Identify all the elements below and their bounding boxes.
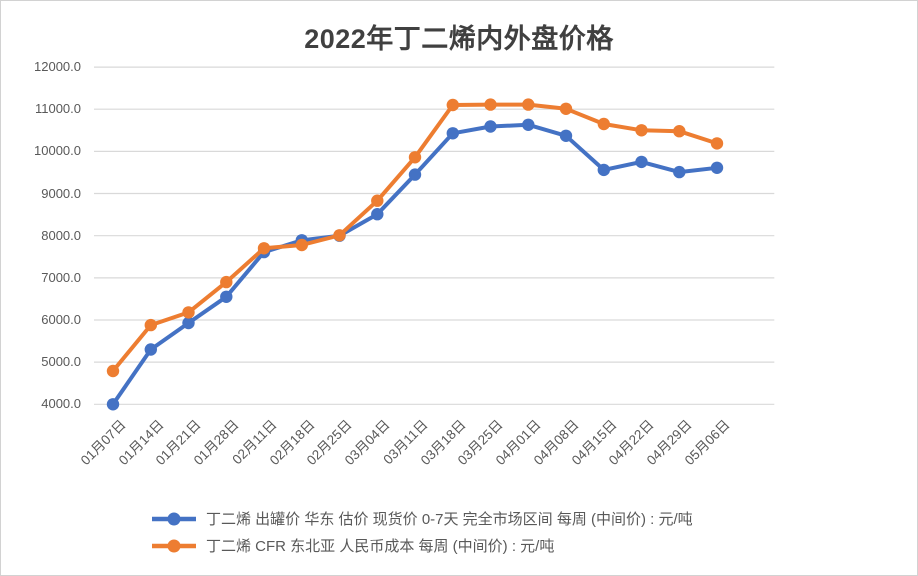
data-point-marker [559,102,573,116]
data-point-marker [673,165,686,179]
data-point-marker [106,364,120,378]
data-point-marker [371,208,384,221]
data-point-marker [408,151,422,164]
y-axis-tick-label: 9000.0 [41,185,81,201]
legend: 丁二烯 出罐价 华东 估价 现货价 0-7天 完全市场区间 每周 (中间价) :… [151,505,693,559]
data-point-marker [522,98,535,111]
data-point-marker [635,155,648,169]
data-point-marker [371,194,384,207]
legend-label-series2: 丁二烯 CFR 东北亚 人民币成本 每周 (中间价) : 元/吨 [206,538,555,555]
legend-label-series1: 丁二烯 出罐价 华东 估价 现货价 0-7天 完全市场区间 每周 (中间价) :… [206,511,693,528]
legend-item-series1: 丁二烯 出罐价 华东 估价 现货价 0-7天 完全市场区间 每周 (中间价) :… [151,505,693,532]
data-point-marker [144,343,157,356]
data-point-marker [673,125,686,138]
data-point-marker [484,120,497,133]
data-point-marker [446,98,459,112]
data-point-marker [597,117,610,131]
data-point-marker [220,275,233,289]
y-axis-tick-label: 12000.0 [34,59,81,75]
y-axis-tick-label: 5000.0 [41,354,81,370]
data-point-marker [144,318,157,332]
data-point-marker [710,161,724,174]
data-point-marker [635,124,648,137]
data-point-marker [220,290,233,303]
data-point-marker [106,398,120,411]
data-point-marker [257,242,271,255]
line-marker-icon [152,512,196,525]
data-point-marker [182,316,195,330]
data-point-marker [408,168,422,181]
chart-title: 2022年丁二烯内外盘价格 [304,24,614,54]
data-point-marker [559,129,573,142]
data-point-marker [484,98,497,111]
data-point-marker [446,127,459,140]
line-marker-icon [152,539,196,552]
data-point-marker [597,163,610,177]
y-axis-tick-label: 10000.0 [34,143,81,159]
y-axis-tick-label: 11000.0 [34,101,81,117]
y-axis-tick-label: 7000.0 [41,269,81,285]
data-point-marker [182,306,195,319]
series-line-2 [111,102,719,373]
data-point-marker [710,137,724,150]
data-point-marker [522,118,535,131]
data-point-marker [295,238,308,252]
y-axis-tick-label: 4000.0 [41,396,81,412]
legend-item-series2: 丁二烯 CFR 东北亚 人民币成本 每周 (中间价) : 元/吨 [151,532,693,559]
y-axis-tick-label: 6000.0 [41,312,81,327]
y-axis-tick-label: 8000.0 [41,227,81,243]
data-point-marker [333,229,346,242]
